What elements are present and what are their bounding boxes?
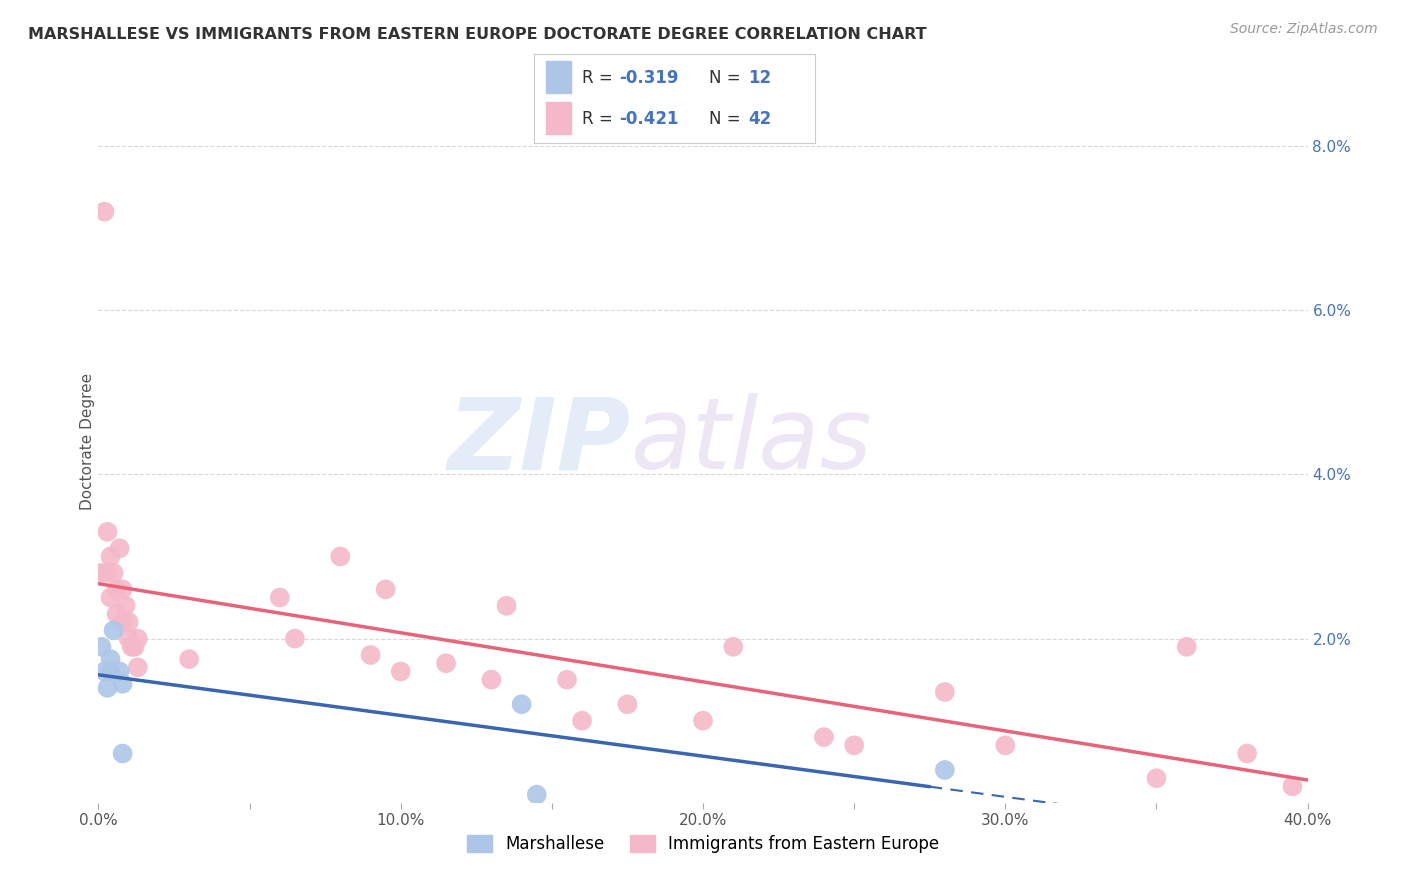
Point: [179, 652, 201, 666]
Point: [389, 665, 412, 679]
Point: [495, 599, 517, 613]
Point: [994, 739, 1017, 753]
Point: [329, 549, 352, 564]
Point: [90, 640, 112, 654]
Point: [105, 607, 128, 621]
Point: [108, 665, 131, 679]
Bar: [546, 61, 571, 93]
Point: [100, 652, 122, 666]
Point: [100, 549, 122, 564]
Point: [96, 524, 118, 539]
Point: [1175, 640, 1198, 654]
Point: [111, 747, 134, 761]
Point: [124, 640, 146, 654]
Point: [1236, 747, 1258, 761]
Text: -0.319: -0.319: [619, 69, 678, 87]
Point: [93, 204, 115, 219]
Text: N =: N =: [709, 69, 745, 87]
Point: [127, 660, 149, 674]
Point: [1281, 780, 1303, 794]
Point: [118, 615, 141, 630]
Text: ZIP: ZIP: [447, 393, 630, 490]
Point: [114, 599, 136, 613]
Point: [934, 763, 956, 777]
Y-axis label: Doctorate Degree: Doctorate Degree: [80, 373, 94, 510]
Point: [269, 591, 291, 605]
Text: Source: ZipAtlas.com: Source: ZipAtlas.com: [1230, 22, 1378, 37]
Point: [90, 566, 112, 580]
Bar: [546, 102, 571, 134]
Point: [374, 582, 396, 597]
Point: [127, 632, 149, 646]
Point: [571, 714, 593, 728]
Point: [481, 673, 503, 687]
Text: R =: R =: [582, 110, 619, 128]
Point: [111, 582, 134, 597]
Point: [284, 632, 307, 646]
Point: [96, 566, 118, 580]
Point: [723, 640, 745, 654]
Legend: Marshallese, Immigrants from Eastern Europe: Marshallese, Immigrants from Eastern Eur…: [460, 828, 946, 860]
Point: [934, 685, 956, 699]
Point: [111, 677, 134, 691]
Text: R =: R =: [582, 69, 619, 87]
Text: 42: 42: [748, 110, 772, 128]
Point: [434, 657, 457, 671]
Point: [692, 714, 714, 728]
Point: [121, 640, 143, 654]
Text: atlas: atlas: [630, 393, 872, 490]
Point: [1144, 771, 1167, 785]
Point: [103, 624, 125, 638]
Point: [105, 582, 128, 597]
Point: [844, 739, 866, 753]
Point: [118, 632, 141, 646]
Point: [510, 698, 533, 712]
Point: [100, 665, 122, 679]
Text: -0.421: -0.421: [619, 110, 678, 128]
Text: 12: 12: [748, 69, 770, 87]
Point: [555, 673, 578, 687]
Point: [616, 698, 638, 712]
Point: [111, 615, 134, 630]
Point: [813, 730, 835, 744]
Point: [526, 788, 548, 802]
Point: [93, 665, 115, 679]
Point: [360, 648, 382, 662]
Point: [96, 681, 118, 695]
Text: N =: N =: [709, 110, 745, 128]
Point: [100, 591, 122, 605]
Point: [103, 566, 125, 580]
Point: [108, 541, 131, 556]
Text: MARSHALLESE VS IMMIGRANTS FROM EASTERN EUROPE DOCTORATE DEGREE CORRELATION CHART: MARSHALLESE VS IMMIGRANTS FROM EASTERN E…: [28, 27, 927, 42]
